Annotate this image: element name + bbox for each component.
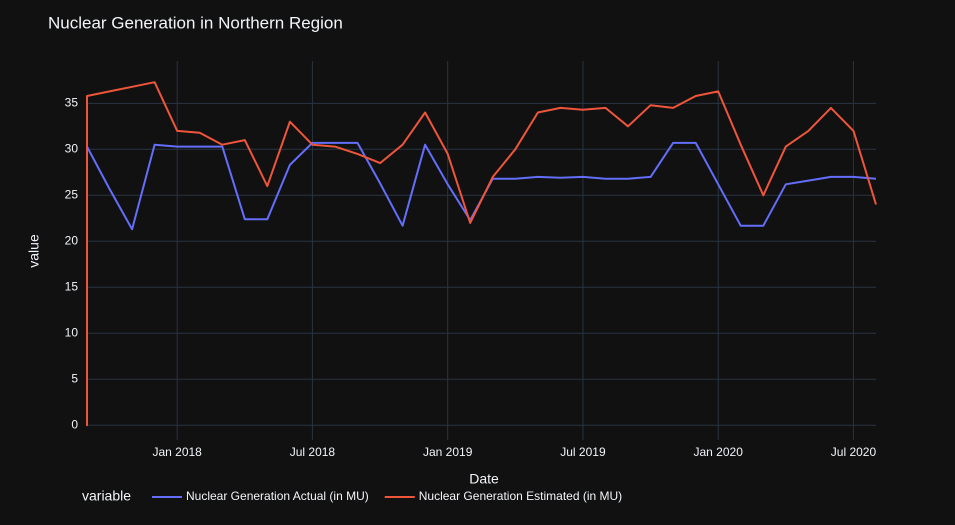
y-tick-label: 35 (65, 95, 79, 109)
chart-title: Nuclear Generation in Northern Region (48, 13, 343, 32)
x-tick-label: Jul 2019 (560, 445, 606, 459)
y-tick-label: 20 (65, 233, 79, 247)
series-line (86, 81, 877, 427)
x-tick-label: Jan 2018 (152, 445, 202, 459)
y-tick-label: 25 (65, 187, 79, 201)
y-tick-label: 15 (65, 279, 79, 293)
y-tick-label: 10 (65, 325, 79, 339)
legend-label: Nuclear Generation Actual (in MU) (186, 489, 369, 503)
y-axis-title: value (26, 234, 42, 268)
x-tick-label: Jul 2020 (831, 445, 877, 459)
y-tick-label: 0 (71, 417, 78, 431)
legend-title: variable (82, 488, 131, 504)
y-tick-label: 30 (65, 141, 79, 155)
legend-label: Nuclear Generation Estimated (in MU) (419, 489, 622, 503)
x-tick-label: Jan 2020 (694, 445, 744, 459)
x-axis-title: Date (469, 471, 499, 487)
y-tick-label: 5 (71, 371, 78, 385)
x-tick-label: Jan 2019 (423, 445, 473, 459)
x-tick-label: Jul 2018 (290, 445, 336, 459)
